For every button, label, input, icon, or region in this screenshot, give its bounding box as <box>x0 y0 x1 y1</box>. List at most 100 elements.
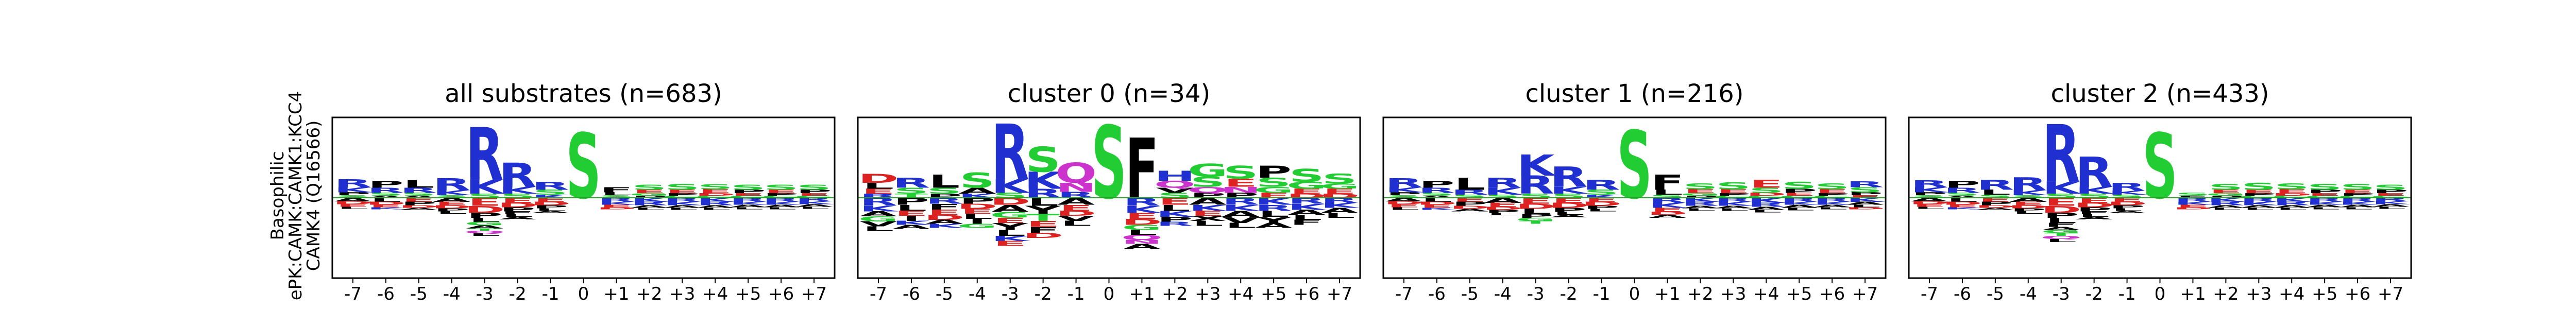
logo-letter-S: S <box>764 183 799 192</box>
logo-letter-L: L <box>1159 203 1190 213</box>
logo-letter-S: S <box>2208 182 2243 192</box>
logo-letter-G: G <box>794 195 834 198</box>
logo-letter-R: R <box>631 201 668 207</box>
logo-letter-L: L <box>1718 208 1749 212</box>
logo-letter-E: E <box>2242 188 2276 194</box>
logo-letter-A: A <box>958 186 996 196</box>
x-tick-label: -7 <box>870 284 887 304</box>
logo-letter-L: L <box>1225 221 1256 230</box>
logo-letter-E: E <box>369 204 402 208</box>
logo-letter-A: A <box>1649 214 1686 219</box>
logo-letter-R: R <box>1846 180 1884 190</box>
logo-letter-R: R <box>697 201 734 207</box>
logo-letter-G: G <box>2337 195 2378 198</box>
logo-letter-K: K <box>2009 189 2049 197</box>
logo-letter-A: A <box>892 224 930 230</box>
logo-letter-K: K <box>859 204 899 214</box>
x-tick-label: 0 <box>1104 284 1115 304</box>
logo-letter-X: X <box>1189 214 1227 222</box>
logo-panel-1: cluster 0 (n=34)RELDRKAGVLTSRPLEIKAPSLRF… <box>857 79 1361 304</box>
logo-letter-Q: Q <box>1055 158 1097 190</box>
logo-letter-R: R <box>795 197 833 202</box>
logo-letter-L: L <box>1980 188 2011 197</box>
logo-letter-Y: Y <box>1255 215 1292 225</box>
logo-letter-L: L <box>1685 208 1716 212</box>
logo-letter-L: L <box>799 207 829 210</box>
logo-letter-P: P <box>893 196 929 208</box>
logo-letter-G: G <box>1812 195 1852 198</box>
logo-letter-E: E <box>2308 193 2342 197</box>
letter-stack-group: SPKRADELASRPLDEKSLREPDASKRAEDPLSKREDPLFA… <box>1909 109 2412 243</box>
logo-letter-P: P <box>1551 207 1587 213</box>
logo-letter-R: R <box>991 109 1029 197</box>
logo-letter-E: E <box>1059 203 1093 213</box>
logo-letter-L: L <box>929 171 960 192</box>
logo-letter-P: P <box>533 204 569 209</box>
logo-letter-E: E <box>927 209 961 217</box>
letter-stack-group: SPKRADELASRPLDEKASRLEPDASKRAEDPLSKREDPLG… <box>333 113 835 237</box>
x-tick-label: -3 <box>2053 284 2070 304</box>
logo-letter-A: A <box>859 210 897 218</box>
x-tick-label: +2 <box>1162 284 1188 304</box>
logo-panel-3: cluster 2 (n=433)SPKRADELASRPLDEKSLREPDA… <box>1908 79 2412 304</box>
logo-letter-D: D <box>1942 201 1983 205</box>
logo-letter-K: K <box>1517 149 1556 183</box>
logo-letter-A: A <box>1484 196 1522 204</box>
logo-letter-R: R <box>466 113 503 197</box>
x-tick-label: -4 <box>2020 284 2037 304</box>
logo-letter-E: E <box>501 196 534 204</box>
logo-letter-A: A <box>1550 214 1587 218</box>
logo-letter-E: E <box>1552 196 1585 204</box>
logo-letter-P: P <box>763 193 799 197</box>
logo-letter-L: L <box>2375 207 2406 210</box>
x-tick-label: -6 <box>377 284 395 304</box>
logo-letter-P: P <box>1781 187 1817 194</box>
x-tick-label: +4 <box>2279 284 2304 304</box>
logo-letter-L: L <box>2013 211 2044 215</box>
x-tick-label: +3 <box>1195 284 1221 304</box>
logo-letter-A: A <box>1320 207 1359 215</box>
logo-letter-N: N <box>1056 180 1096 195</box>
logo-letter-D: D <box>431 204 472 209</box>
logo-letter-L: L <box>1192 219 1223 228</box>
logo-letter-L: L <box>2309 207 2340 210</box>
logo-letter-R: R <box>1517 170 1554 199</box>
logo-letter-E: E <box>2275 188 2309 195</box>
logo-letter-E: E <box>1945 204 1979 208</box>
logo-letter-P: P <box>2340 193 2376 197</box>
logo-letter-D: D <box>2074 201 2114 209</box>
x-tick-label: +2 <box>1687 284 1713 304</box>
x-tick-label: +2 <box>636 284 662 304</box>
x-tick-label: -3 <box>1002 284 1019 304</box>
logo-letter-G: G <box>465 221 505 227</box>
x-tick-label: +5 <box>1261 284 1286 304</box>
logo-letter-D: D <box>366 201 406 205</box>
logo-letter-I: I <box>902 214 920 222</box>
logo-letter-L: L <box>634 207 665 210</box>
logo-letter-P: P <box>1716 193 1752 197</box>
logo-letter-S: S <box>2340 182 2375 192</box>
logo-letter-D: D <box>858 171 899 186</box>
logo-letter-A: A <box>1682 205 1719 209</box>
logo-letter-E: E <box>1750 178 1783 191</box>
logo-letter-P: P <box>665 193 701 197</box>
logo-letter-R: R <box>2372 197 2410 202</box>
logo-letter-G: G <box>1713 195 1753 198</box>
logo-letter-R: R <box>2042 109 2080 201</box>
logo-letter-E: E <box>633 188 666 194</box>
logo-letter-S: S <box>1815 182 1850 192</box>
logo-letter-R: R <box>1910 179 1948 190</box>
x-tick-label: +6 <box>768 284 794 304</box>
logo-letter-L: L <box>863 225 894 232</box>
logo-letter-D: D <box>1515 202 1556 211</box>
logo-letter-S: S <box>1978 194 2013 199</box>
logo-letter-L: L <box>1388 207 1419 211</box>
logo-letter-G: G <box>2206 193 2246 197</box>
logo-letter-G: G <box>2272 195 2312 198</box>
logo-letter-T: T <box>468 228 501 232</box>
logo-letter-S: S <box>599 195 634 199</box>
logo-letter-F: F <box>2176 195 2210 198</box>
logo-letter-E: E <box>993 239 1027 248</box>
logo-letter-L: L <box>766 207 796 210</box>
